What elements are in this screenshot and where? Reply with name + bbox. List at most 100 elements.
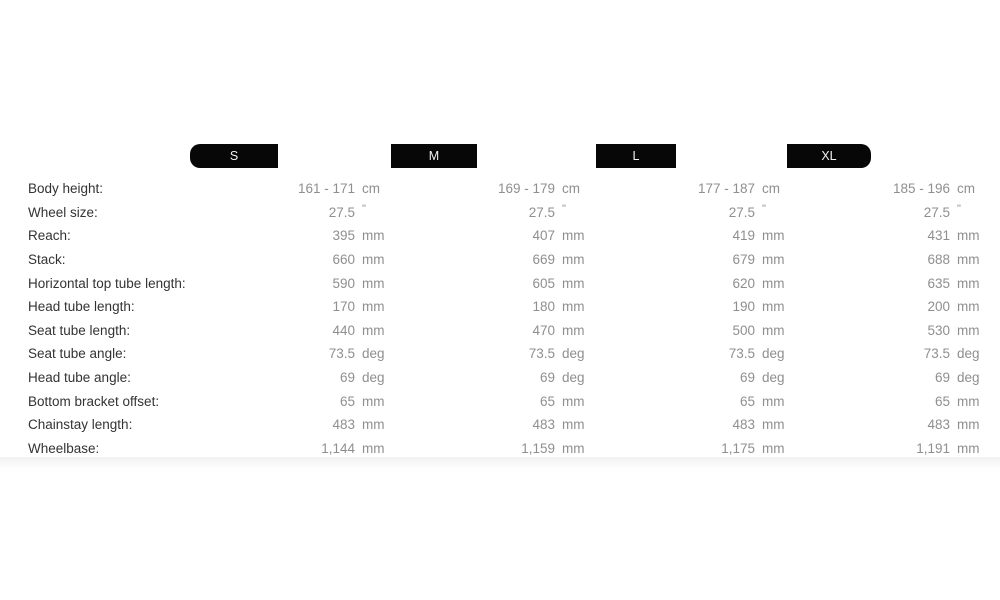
- spec-value: 27.5: [923, 204, 950, 220]
- spec-value: 431: [927, 228, 950, 244]
- spec-unit: mm: [762, 275, 785, 291]
- spec-row-label: Seat tube angle:: [28, 346, 127, 362]
- spec-value: 483: [332, 417, 355, 433]
- spec-value: 69: [339, 370, 355, 386]
- spec-row-label: Seat tube length:: [28, 322, 131, 338]
- spec-value: 200: [927, 299, 950, 315]
- spec-value: 1,159: [521, 440, 555, 456]
- spec-value: 65: [539, 393, 555, 409]
- spec-unit: deg: [762, 346, 785, 362]
- spec-unit: mm: [362, 252, 385, 268]
- size-tab-m[interactable]: M: [391, 144, 477, 168]
- spec-row: Chainstay length: 483 mm 483 mm 483 mm 483 mm: [0, 413, 985, 437]
- spec-unit: deg: [762, 370, 785, 386]
- size-tab-xl[interactable]: XL: [787, 144, 871, 168]
- spec-value: 65: [934, 393, 950, 409]
- spec-unit: mm: [957, 299, 980, 315]
- spec-row: Head tube length: 170 mm 180 mm 190 mm 200 mm: [0, 295, 985, 319]
- spec-unit: deg: [562, 370, 585, 386]
- spec-value: 69: [539, 370, 555, 386]
- size-tab-l[interactable]: L: [596, 144, 676, 168]
- spec-row: Seat tube length: 440 mm 470 mm 500 mm 530 mm: [0, 319, 985, 343]
- spec-unit: cm: [362, 181, 380, 197]
- spec-unit: mm: [762, 299, 785, 315]
- spec-row-label: Head tube length:: [28, 299, 135, 315]
- spec-value: 1,191: [916, 440, 950, 456]
- spec-value: 69: [934, 370, 950, 386]
- spec-row-label: Bottom bracket offset:: [28, 393, 160, 409]
- spec-row: Reach: 395 mm 407 mm 419 mm 431 mm: [0, 224, 985, 248]
- spec-unit: mm: [562, 228, 585, 244]
- spec-unit: mm: [562, 417, 585, 433]
- spec-unit: cm: [762, 181, 780, 197]
- spec-value: 1,175: [721, 440, 755, 456]
- spec-row-label: Stack:: [28, 252, 66, 268]
- spec-value: 27.5: [328, 204, 355, 220]
- spec-rows: Body height: 161 - 171 cm 169 - 179 cm 177 - …: [0, 177, 985, 460]
- spec-value: 635: [927, 275, 950, 291]
- table-bottom-fade: [0, 457, 1000, 470]
- spec-unit: deg: [362, 346, 385, 362]
- spec-unit: mm: [562, 322, 585, 338]
- spec-row-label: Body height:: [28, 181, 104, 197]
- spec-value: 395: [332, 228, 355, 244]
- spec-value: 660: [332, 252, 355, 268]
- spec-unit: mm: [762, 228, 785, 244]
- spec-row-label: Reach:: [28, 228, 71, 244]
- spec-unit: ": [562, 203, 566, 216]
- spec-row-label: Chainstay length:: [28, 417, 133, 433]
- spec-value: 483: [532, 417, 555, 433]
- spec-value: 27.5: [728, 204, 755, 220]
- spec-unit: mm: [762, 322, 785, 338]
- spec-value: 65: [739, 393, 755, 409]
- spec-value: 590: [332, 275, 355, 291]
- spec-unit: mm: [362, 393, 385, 409]
- spec-value: 73.5: [528, 346, 555, 362]
- spec-value: 73.5: [328, 346, 355, 362]
- spec-value: 605: [532, 275, 555, 291]
- spec-unit: mm: [362, 417, 385, 433]
- spec-value: 185 - 196: [892, 181, 950, 197]
- spec-unit: cm: [562, 181, 580, 197]
- spec-row: Wheel size: 27.5 " 27.5 " 27.5 " 27.5 ": [0, 201, 985, 225]
- spec-value: 170: [332, 299, 355, 315]
- spec-unit: deg: [957, 370, 980, 386]
- spec-value: 177 - 187: [697, 181, 755, 197]
- spec-row: Wheelbase: 1,144 mm 1,159 mm 1,175 mm 1,191 mm: [0, 437, 985, 461]
- spec-unit: mm: [362, 299, 385, 315]
- spec-unit: mm: [957, 417, 980, 433]
- spec-row: Seat tube angle: 73.5 deg 73.5 deg 73.5 deg 73.…: [0, 342, 985, 366]
- spec-value: 620: [732, 275, 755, 291]
- spec-unit: mm: [362, 228, 385, 244]
- spec-row-label: Wheelbase:: [28, 440, 100, 456]
- spec-unit: mm: [762, 252, 785, 268]
- spec-unit: ": [762, 203, 766, 216]
- spec-value: 530: [927, 322, 950, 338]
- size-tab-s[interactable]: S: [190, 144, 278, 168]
- spec-unit: cm: [957, 181, 975, 197]
- spec-row-label: Head tube angle:: [28, 370, 131, 386]
- spec-row: Bottom bracket offset: 65 mm 65 mm 65 mm 65 mm: [0, 389, 985, 413]
- spec-unit: deg: [362, 370, 385, 386]
- spec-value: 69: [739, 370, 755, 386]
- spec-value: 73.5: [728, 346, 755, 362]
- spec-unit: mm: [562, 252, 585, 268]
- spec-row-label: Wheel size:: [28, 204, 98, 220]
- spec-value: 688: [927, 252, 950, 268]
- spec-value: 73.5: [923, 346, 950, 362]
- spec-value: 161 - 171: [297, 181, 355, 197]
- spec-unit: mm: [957, 252, 980, 268]
- spec-unit: mm: [362, 275, 385, 291]
- spec-unit: mm: [562, 440, 585, 456]
- spec-value: 483: [927, 417, 950, 433]
- spec-unit: mm: [362, 440, 385, 456]
- spec-value: 440: [332, 322, 355, 338]
- spec-unit: mm: [957, 440, 980, 456]
- spec-unit: deg: [957, 346, 980, 362]
- spec-unit: ": [362, 203, 366, 216]
- spec-unit: mm: [957, 228, 980, 244]
- spec-unit: mm: [562, 393, 585, 409]
- spec-value: 407: [532, 228, 555, 244]
- spec-unit: mm: [762, 393, 785, 409]
